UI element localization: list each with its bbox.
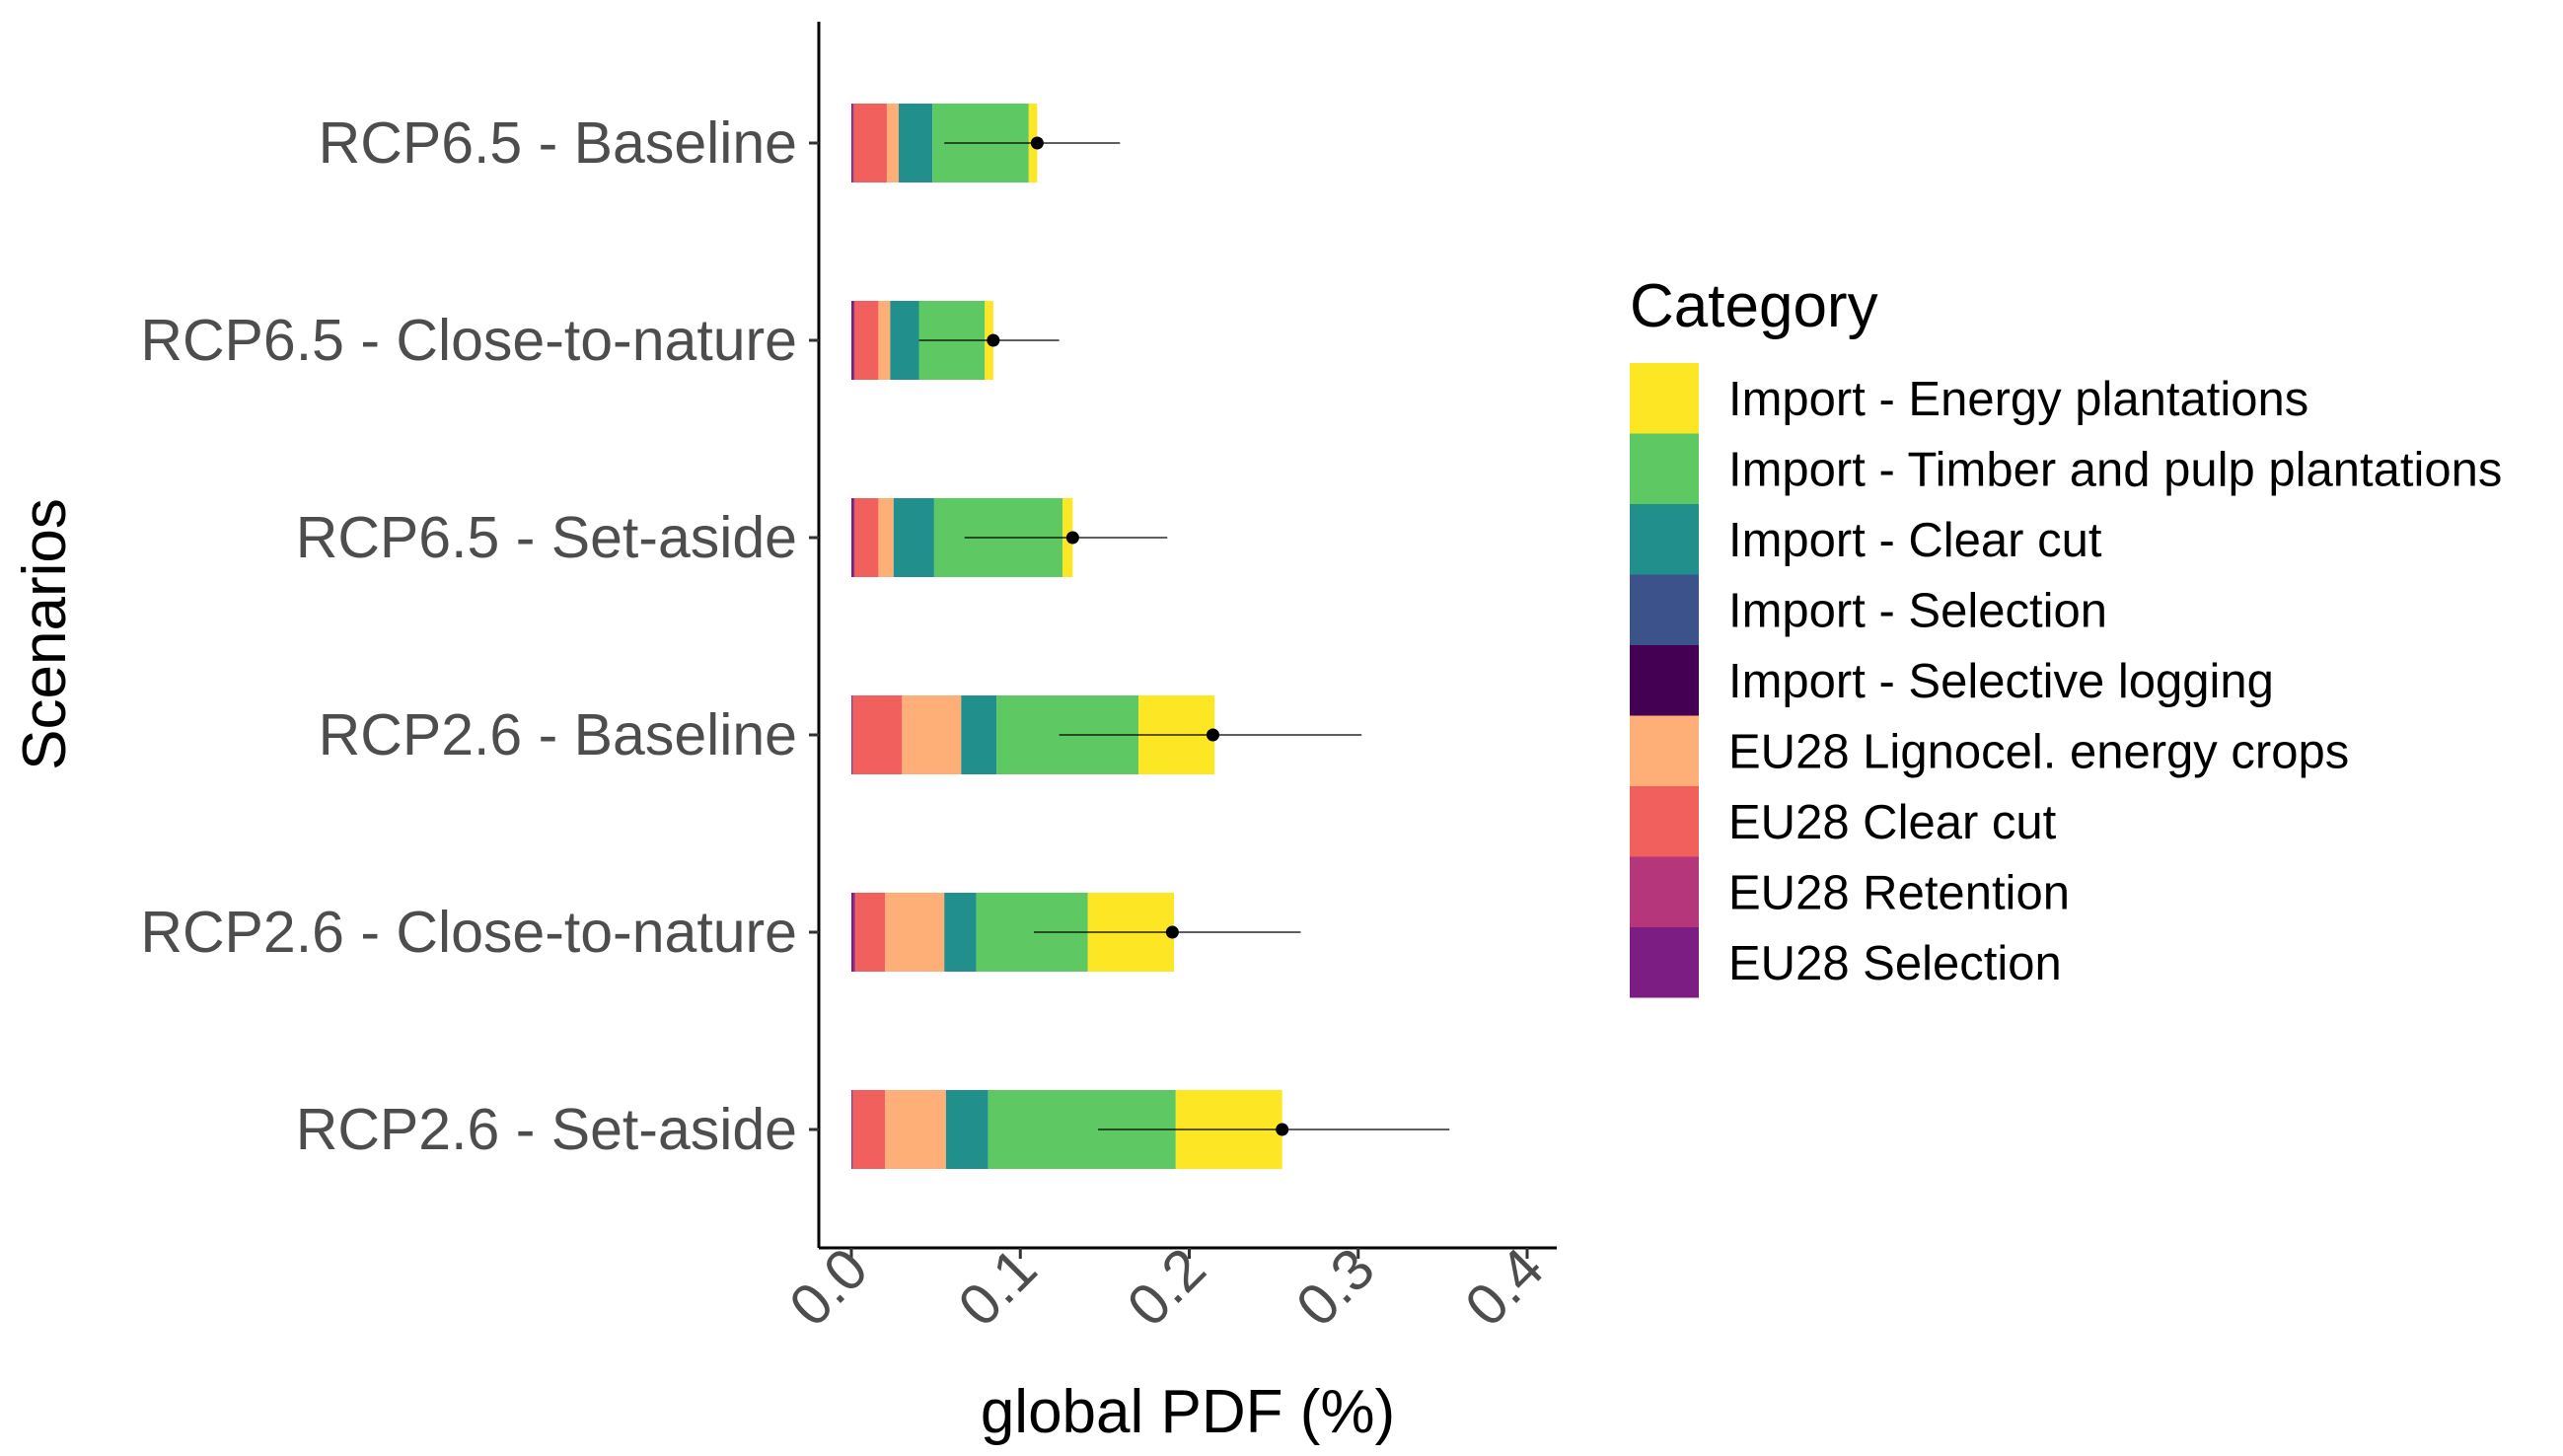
bar-segment xyxy=(878,498,894,577)
legend-label: Import - Clear cut xyxy=(1728,514,2102,567)
mean-point xyxy=(1030,136,1044,150)
mean-point xyxy=(1165,925,1179,939)
legend-swatch xyxy=(1630,574,1699,645)
legend-label: Import - Timber and pulp plantations xyxy=(1728,443,2502,496)
legend-label: EU28 Clear cut xyxy=(1728,796,2057,849)
legend-swatch xyxy=(1630,645,1699,716)
mean-point xyxy=(987,333,1000,347)
y-tick-labels: RCP6.5 - Baseline RCP6.5 - Close-to-natur… xyxy=(140,110,819,1162)
bar-segment xyxy=(851,498,854,577)
bar-segment xyxy=(851,695,853,774)
bar-segment xyxy=(851,104,853,182)
legend-label: EU28 Retention xyxy=(1728,866,2070,919)
bar-segment xyxy=(851,695,852,774)
bar-segment xyxy=(853,301,855,380)
bar-segment xyxy=(885,893,945,972)
bar-segment xyxy=(854,301,879,380)
x-tick-label: 0.1 xyxy=(946,1236,1050,1340)
bars-layer xyxy=(851,104,1282,1169)
bar-segment xyxy=(898,104,933,182)
legend-label: EU28 Lignocel. energy crops xyxy=(1728,725,2349,778)
bar-segment xyxy=(852,695,903,774)
bar-segment xyxy=(852,104,854,182)
x-tick-label: 0.4 xyxy=(1453,1236,1557,1340)
y-tick-label: RCP2.6 - Set-aside xyxy=(296,1097,797,1162)
bar-segment xyxy=(853,893,856,972)
mean-point xyxy=(1065,531,1079,545)
bar-segment xyxy=(853,104,887,182)
error-bars-layer xyxy=(918,136,1450,1136)
axes-layer xyxy=(817,22,1557,1250)
y-tick-label: RCP6.5 - Set-aside xyxy=(296,505,797,570)
bar-segment xyxy=(885,1090,946,1169)
legend: Import - Energy plantations Import - Timb… xyxy=(1630,363,2502,998)
bar-segment xyxy=(853,498,855,577)
y-axis-title: Scenarios xyxy=(11,498,79,770)
bar-segment xyxy=(851,893,854,972)
bar-segment xyxy=(890,301,919,380)
legend-swatch xyxy=(1630,786,1699,857)
legend-swatch xyxy=(1630,856,1699,927)
bar-segment xyxy=(945,1090,989,1169)
x-tick-labels: 0.0 0.1 0.2 0.3 0.4 xyxy=(777,1236,1557,1340)
bar-segment xyxy=(851,1090,852,1169)
x-tick-label: 0.3 xyxy=(1283,1236,1387,1340)
mean-point xyxy=(1276,1123,1289,1136)
x-axis-title: global PDF (%) xyxy=(981,1378,1395,1446)
y-tick-label: RCP6.5 - Baseline xyxy=(319,110,797,176)
bar-segment xyxy=(902,695,962,774)
mean-point xyxy=(1206,728,1219,742)
legend-swatch xyxy=(1630,715,1699,786)
legend-swatch xyxy=(1630,504,1699,575)
bar-segment xyxy=(854,498,879,577)
bar-segment xyxy=(855,893,886,972)
bar-segment xyxy=(893,498,934,577)
y-tick-label: RCP2.6 - Baseline xyxy=(319,702,797,767)
bar-segment xyxy=(851,301,854,380)
legend-label: Import - Selective logging xyxy=(1728,655,2274,708)
x-tick-label: 0.2 xyxy=(1115,1236,1218,1340)
bar-segment xyxy=(852,1090,886,1169)
legend-swatch xyxy=(1630,927,1699,998)
legend-label: Import - Energy plantations xyxy=(1728,373,2308,426)
bar-segment xyxy=(851,1090,853,1169)
bar-segment xyxy=(944,893,977,972)
bar-segment xyxy=(886,104,899,182)
legend-swatch xyxy=(1630,363,1699,434)
legend-label: EU28 Selection xyxy=(1728,937,2062,990)
legend-swatch xyxy=(1630,433,1699,504)
bar-segment xyxy=(961,695,997,774)
x-tick-label: 0.0 xyxy=(777,1236,881,1340)
legend-label: Import - Selection xyxy=(1728,584,2107,637)
y-tick-label: RCP6.5 - Close-to-nature xyxy=(140,308,797,373)
legend-title: Category xyxy=(1630,272,1878,340)
bar-segment xyxy=(878,301,891,380)
y-tick-label: RCP2.6 - Close-to-nature xyxy=(140,900,797,965)
